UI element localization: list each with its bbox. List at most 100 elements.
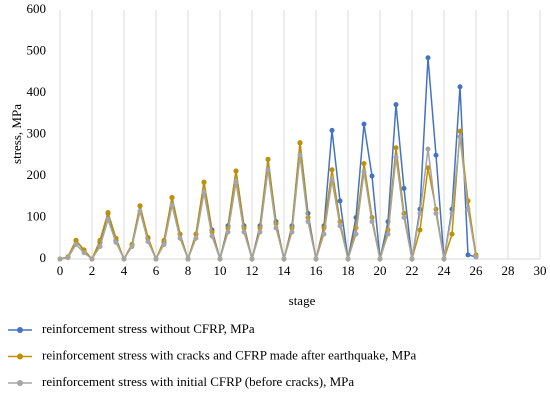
- point: [465, 206, 471, 212]
- point: [209, 233, 215, 239]
- point: [73, 241, 79, 247]
- legend-marker: [17, 353, 23, 360]
- point: [153, 256, 159, 262]
- point: [89, 256, 95, 262]
- point: [433, 152, 439, 158]
- point: [449, 210, 455, 216]
- series-line: [59, 131, 477, 262]
- y-axis-label: stress, MPa: [9, 104, 24, 164]
- point: [305, 219, 311, 225]
- point: [137, 208, 143, 214]
- x-tick-label: 8: [185, 263, 192, 278]
- point: [161, 241, 167, 247]
- point: [265, 156, 271, 162]
- point: [377, 256, 383, 262]
- point: [361, 169, 367, 175]
- point: [345, 256, 351, 262]
- point: [177, 235, 183, 241]
- point: [433, 210, 439, 216]
- point: [281, 256, 287, 262]
- point: [297, 140, 303, 146]
- point: [193, 235, 199, 241]
- point: [361, 161, 367, 167]
- point: [257, 229, 263, 235]
- x-tick-label: 14: [278, 263, 292, 278]
- y-tick-label: 500: [27, 42, 47, 57]
- point: [329, 127, 335, 133]
- point: [369, 173, 375, 179]
- point: [353, 231, 359, 237]
- point: [169, 202, 175, 208]
- x-tick-label: 6: [153, 263, 160, 278]
- point: [81, 250, 87, 256]
- x-axis-label: stage: [289, 293, 316, 308]
- y-tick-label: 400: [27, 84, 47, 99]
- point: [265, 167, 271, 173]
- point: [401, 215, 407, 220]
- x-tick-label: 28: [502, 263, 515, 278]
- y-tick-label: 100: [27, 208, 47, 223]
- point: [225, 229, 231, 235]
- legend-label: reinforcement stress without CFRP, MPa: [42, 321, 255, 336]
- point: [105, 210, 111, 216]
- point: [369, 219, 375, 225]
- point: [129, 244, 135, 250]
- point: [249, 256, 255, 262]
- point: [329, 177, 335, 183]
- x-tick-label: 26: [470, 263, 484, 278]
- point: [473, 254, 479, 260]
- y-tick-label: 200: [27, 167, 47, 182]
- point: [329, 167, 335, 173]
- point: [425, 55, 431, 61]
- x-tick-label: 4: [121, 263, 128, 278]
- point: [361, 121, 367, 127]
- point: [449, 231, 455, 237]
- point: [289, 229, 295, 235]
- x-tick-label: 24: [438, 263, 452, 278]
- point: [169, 195, 175, 201]
- point: [113, 239, 119, 245]
- point: [417, 210, 423, 216]
- point: [105, 217, 111, 223]
- point: [337, 198, 343, 204]
- point: [241, 229, 247, 235]
- point: [73, 237, 79, 243]
- legend-marker: [17, 327, 23, 333]
- point: [201, 190, 207, 196]
- legend-label: reinforcement stress with cracks and CFR…: [42, 347, 416, 362]
- point: [273, 225, 279, 231]
- point: [393, 145, 399, 151]
- y-tick-label: 300: [27, 125, 47, 140]
- point: [457, 128, 463, 134]
- series-line: [59, 136, 477, 262]
- point: [457, 84, 463, 90]
- point: [321, 231, 327, 237]
- point: [65, 255, 71, 261]
- point: [313, 256, 319, 262]
- point: [393, 154, 399, 160]
- point: [217, 256, 223, 262]
- legend-label: reinforcement stress with initial CFRP (…: [42, 374, 354, 389]
- y-tick-label: 0: [40, 250, 47, 265]
- point: [409, 256, 415, 262]
- point: [457, 134, 463, 140]
- x-tick-label: 30: [534, 263, 547, 278]
- point: [233, 168, 239, 174]
- point: [185, 256, 191, 262]
- point: [465, 252, 471, 258]
- point: [425, 146, 431, 152]
- point: [57, 256, 63, 262]
- point: [201, 179, 207, 185]
- legend-marker: [17, 380, 23, 386]
- point: [233, 179, 239, 185]
- point: [137, 203, 143, 209]
- point: [441, 256, 447, 262]
- x-tick-label: 18: [342, 263, 355, 278]
- point: [337, 223, 343, 229]
- x-tick-label: 2: [89, 263, 96, 278]
- point: [97, 244, 103, 250]
- x-tick-label: 0: [57, 263, 64, 278]
- point: [385, 231, 391, 237]
- x-tick-label: 12: [246, 263, 259, 278]
